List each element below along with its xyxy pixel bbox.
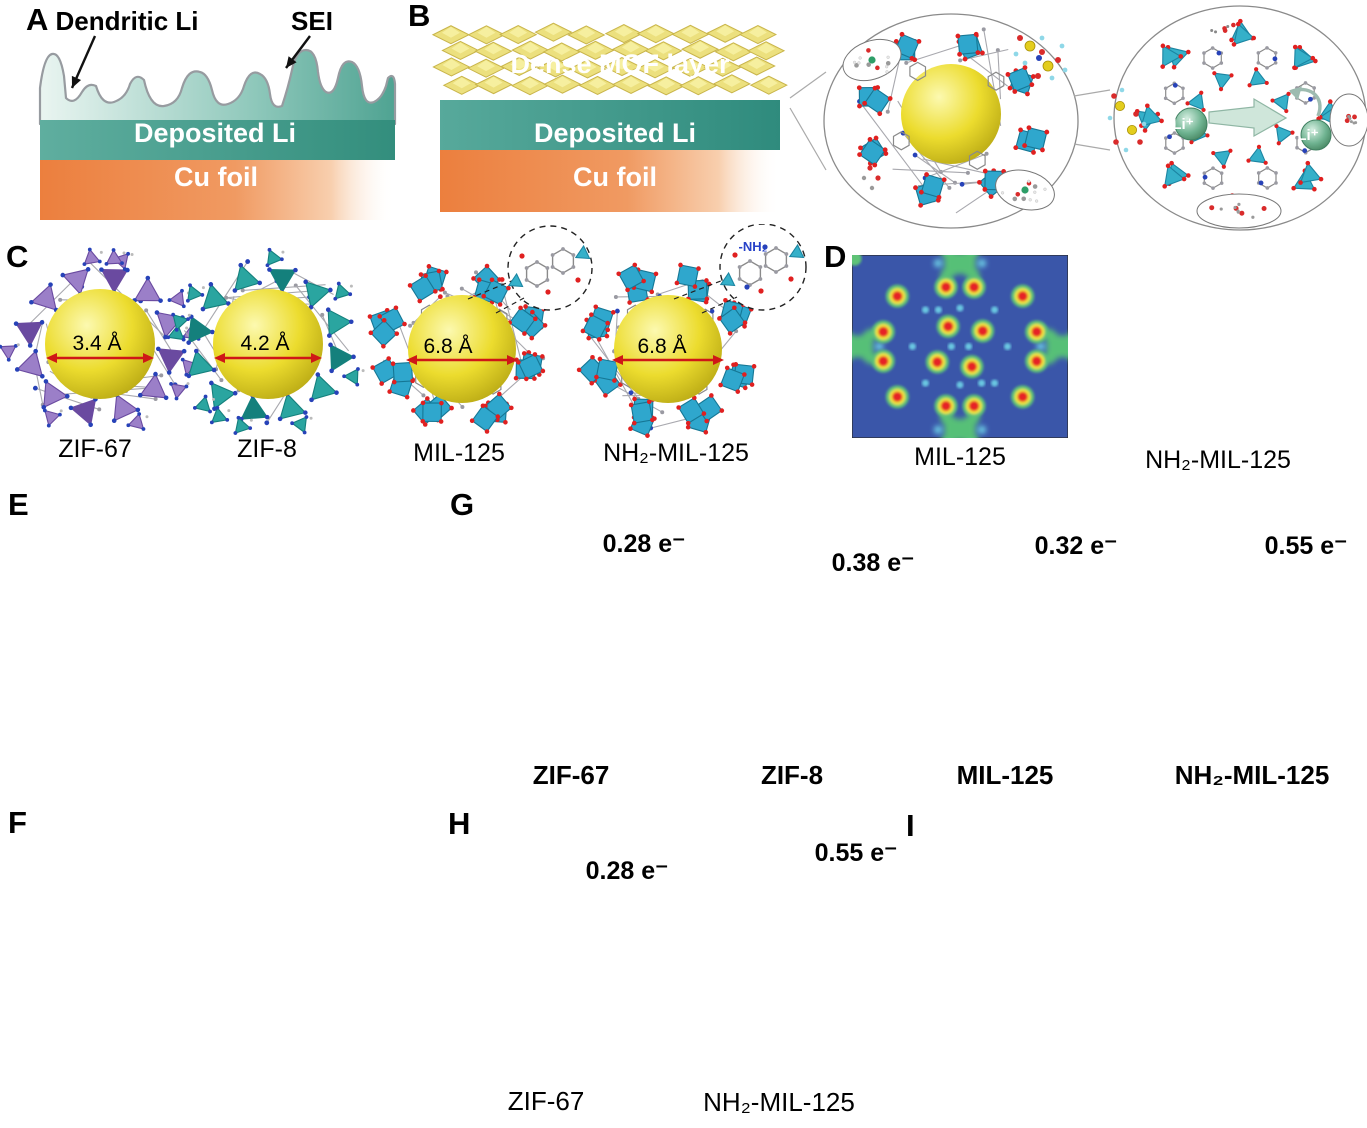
panel-b-connector-lines xyxy=(789,71,827,171)
panel-a-cu-foil-label: Cu foil xyxy=(174,162,258,192)
h-name-nh2mil125: NH₂-MIL-125 xyxy=(703,1087,855,1117)
structure-name-nh2mil125: NH₂-MIL-125 xyxy=(603,439,749,467)
transfer-nh2mil125: 0.55 e⁻ xyxy=(1264,532,1348,560)
panel-a-deposited-li-label: Deposited Li xyxy=(133,118,297,148)
panel-f-dos-chart xyxy=(0,805,440,1128)
dense-mof-layer-label: Dense MOF layer xyxy=(510,49,730,79)
panel-e-dos-chart xyxy=(0,485,440,810)
li-ion-label-2: Li⁺ xyxy=(1297,127,1319,144)
transfer-zif67: 0.28 e⁻ xyxy=(602,530,686,558)
h-transfer-nh2mil125: 0.55 e⁻ xyxy=(814,839,898,867)
pore-size-nh2mil125: 6.8 Å xyxy=(637,335,687,358)
panel-c-structures xyxy=(0,224,807,438)
panel-b-inset-connector xyxy=(1073,89,1111,151)
panel-b-letter: B xyxy=(408,0,431,33)
panel-g-letter: G xyxy=(450,487,475,522)
panel-i-letter: I xyxy=(906,808,915,843)
panel-e-letter: E xyxy=(8,487,29,522)
pore-size-mil125: 6.8 Å xyxy=(423,335,473,358)
map-name-mil125: MIL-125 xyxy=(914,443,1006,471)
panel-g-charge-density xyxy=(440,485,1367,785)
transfer-zif8: 0.38 e⁻ xyxy=(831,549,915,577)
panel-i-bar-chart xyxy=(905,812,1367,1128)
map-name-nh2mil125: NH₂-MIL-125 xyxy=(1145,446,1291,474)
panel-a-letter: A xyxy=(26,2,49,37)
dendritic-li-label: Dendritic Li xyxy=(55,6,199,36)
h-name-zif67: ZIF-67 xyxy=(507,1086,585,1116)
panel-a-illustration xyxy=(38,35,397,220)
h-transfer-zif67: 0.28 e⁻ xyxy=(585,857,669,885)
panel-c-letter: C xyxy=(6,239,29,274)
structure-name-zif67: ZIF-67 xyxy=(58,435,132,463)
panel-d-letter: D xyxy=(824,239,847,274)
transfer-mil125: 0.32 e⁻ xyxy=(1034,532,1118,560)
g-name-zif8: ZIF-8 xyxy=(760,760,824,790)
panel-d-density-map-nh2mil125 xyxy=(1100,253,1340,435)
panel-b-mof-pore-inset xyxy=(823,13,1079,229)
panel-d-density-map-mil125 xyxy=(852,255,1068,438)
panel-b-illustration xyxy=(431,22,788,212)
sei-label: SEI xyxy=(291,6,333,36)
panel-f-letter: F xyxy=(8,805,27,840)
amino-group-label: -NH₂ xyxy=(738,239,768,254)
structure-name-zif8: ZIF-8 xyxy=(237,435,297,463)
panel-b-cu-foil-label: Cu foil xyxy=(573,162,657,192)
panel-b-li-transport-inset xyxy=(1107,5,1367,231)
panel-h-letter: H xyxy=(448,806,471,841)
g-name-mil125: MIL-125 xyxy=(956,760,1054,790)
g-name-zif67: ZIF-67 xyxy=(532,760,610,790)
pore-size-zif67: 3.4 Å xyxy=(72,332,122,355)
structure-name-mil125: MIL-125 xyxy=(413,439,505,467)
li-ion-label-1: Li⁺ xyxy=(1172,116,1194,133)
pore-size-zif8: 4.2 Å xyxy=(240,332,290,355)
panel-b-deposited-li-label: Deposited Li xyxy=(533,118,697,148)
g-name-nh2mil125: NH₂-MIL-125 xyxy=(1174,760,1330,790)
